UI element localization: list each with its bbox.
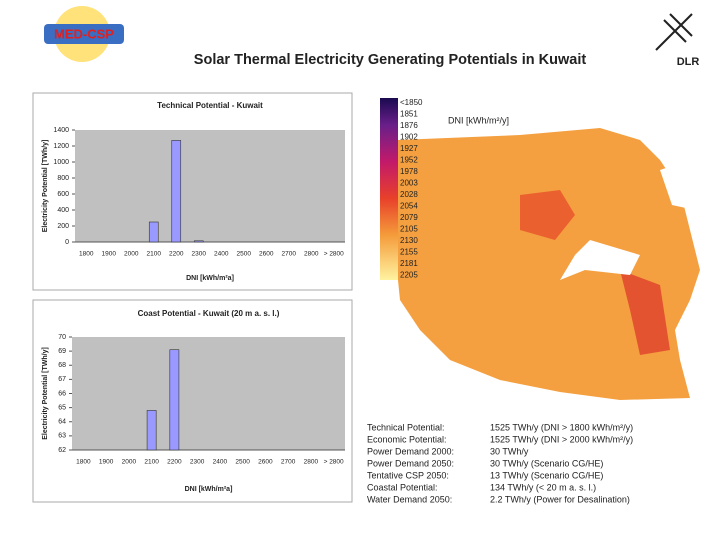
stat-value: 13 TWh/y (Scenario CG/HE)	[490, 470, 603, 480]
bar	[148, 221, 159, 243]
stat-label: Economic Potential:	[367, 434, 447, 444]
y-tick-label: 400	[57, 207, 69, 214]
x-tick-label: 2000	[122, 459, 137, 466]
stat-label: Technical Potential:	[367, 422, 445, 432]
x-tick-label: 2800	[304, 459, 319, 466]
y-axis-label: Electricity Potential [TWh/y]	[42, 140, 49, 233]
chart-title: Coast Potential - Kuwait (20 m a. s. l.)	[138, 309, 280, 318]
bar	[171, 140, 182, 243]
map-legend-label: 2054	[400, 202, 418, 211]
stat-label: Tentative CSP 2050:	[367, 470, 449, 480]
bar	[146, 410, 157, 451]
logo-text: MED-CSP	[54, 26, 114, 41]
y-tick-label: 200	[57, 223, 69, 230]
x-tick-label: 2300	[190, 459, 205, 466]
x-tick-label: 2200	[167, 459, 182, 466]
bar	[193, 240, 204, 243]
x-tick-label: 1800	[79, 251, 94, 258]
y-tick-label: 0	[65, 239, 69, 246]
y-tick-label: 800	[57, 175, 69, 182]
map-legend-title: DNI [kWh/m²/y]	[448, 115, 509, 125]
x-axis-label: DNI [kWh/m²a]	[186, 275, 234, 282]
x-tick-label: 2400	[213, 459, 228, 466]
map-hotspot	[620, 270, 670, 355]
map-hotspot	[520, 190, 575, 240]
x-tick-label: 1900	[99, 459, 114, 466]
map-legend-label: 1851	[400, 110, 418, 119]
map-colorbar	[380, 98, 398, 280]
y-tick-label: 68	[58, 362, 66, 369]
map-legend-label: 1952	[400, 156, 418, 165]
y-tick-label: 1200	[53, 143, 69, 150]
stat-value: 1525 TWh/y (DNI > 2000 kWh/m²/y)	[490, 434, 633, 444]
map-legend-label: 1902	[400, 133, 418, 142]
dlr-symbol	[655, 13, 693, 51]
stat-label: Coastal Potential:	[367, 482, 438, 492]
x-tick-label: 1900	[102, 251, 117, 258]
logo-band	[44, 24, 124, 44]
map-legend-label: 2079	[400, 213, 418, 222]
plot-area	[75, 130, 345, 242]
x-tick-label: 2500	[235, 459, 250, 466]
map-island	[660, 160, 695, 210]
x-tick-label: 2600	[259, 251, 274, 258]
stat-label: Power Demand 2050:	[367, 458, 454, 468]
x-tick-label: > 2800	[324, 251, 344, 258]
y-tick-label: 63	[58, 433, 66, 440]
y-tick-label: 66	[58, 390, 66, 397]
y-tick-label: 62	[58, 447, 66, 454]
x-tick-label: 2700	[281, 459, 296, 466]
slide-title: Solar Thermal Electricity Generating Pot…	[194, 52, 587, 68]
map-legend-label: 2003	[400, 179, 418, 188]
map-legend-label: 2028	[400, 190, 418, 199]
x-tick-label: > 2800	[324, 459, 344, 466]
x-axis-label: DNI [kWh/m²a]	[185, 486, 233, 493]
stat-value: 2.2 TWh/y (Power for Desalination)	[490, 494, 630, 504]
map-legend-label: 2130	[400, 236, 418, 245]
x-tick-label: 2600	[258, 459, 273, 466]
y-tick-label: 1400	[53, 127, 69, 134]
x-tick-label: 2100	[147, 251, 162, 258]
plot-area	[72, 337, 345, 450]
map-legend-label: 1927	[400, 144, 418, 153]
map-legend-label: 2205	[400, 271, 418, 280]
map-bay	[560, 240, 640, 280]
x-tick-label: 1800	[76, 459, 91, 466]
y-tick-label: 64	[58, 419, 66, 426]
map-legend-label: <1850	[400, 98, 423, 107]
map-legend-label: 2155	[400, 248, 418, 257]
x-tick-label: 2700	[282, 251, 297, 258]
x-tick-label: 2000	[124, 251, 139, 258]
chart-title: Technical Potential - Kuwait	[157, 101, 263, 110]
logo-dlr: DLR	[677, 56, 700, 68]
y-tick-label: 600	[57, 191, 69, 198]
x-tick-label: 2400	[214, 251, 229, 258]
y-tick-label: 1000	[53, 159, 69, 166]
y-tick-label: 70	[58, 334, 66, 341]
bar	[169, 349, 180, 451]
stat-value: 1525 TWh/y (DNI > 1800 kWh/m²/y)	[490, 422, 633, 432]
x-tick-label: 2500	[237, 251, 252, 258]
stat-value: 30 TWh/y	[490, 446, 529, 456]
stat-value: 30 TWh/y (Scenario CG/HE)	[490, 458, 603, 468]
y-tick-label: 69	[58, 348, 66, 355]
map-legend-label: 2105	[400, 225, 418, 234]
x-tick-label: 2200	[169, 251, 184, 258]
y-tick-label: 65	[58, 404, 66, 411]
map-land	[395, 128, 700, 400]
x-tick-label: 2300	[192, 251, 207, 258]
x-tick-label: 2800	[304, 251, 319, 258]
map-legend-label: 1876	[400, 121, 418, 130]
stat-label: Power Demand 2000:	[367, 446, 454, 456]
map-legend-label: 2181	[400, 259, 418, 268]
x-tick-label: 2100	[144, 459, 159, 466]
map-legend-label: 1978	[400, 167, 418, 176]
stat-label: Water Demand 2050:	[367, 494, 452, 504]
y-tick-label: 67	[58, 376, 66, 383]
stat-value: 134 TWh/y (< 20 m a. s. l.)	[490, 482, 596, 492]
y-axis-label: Electricity Potential [TWh/y]	[42, 347, 49, 440]
